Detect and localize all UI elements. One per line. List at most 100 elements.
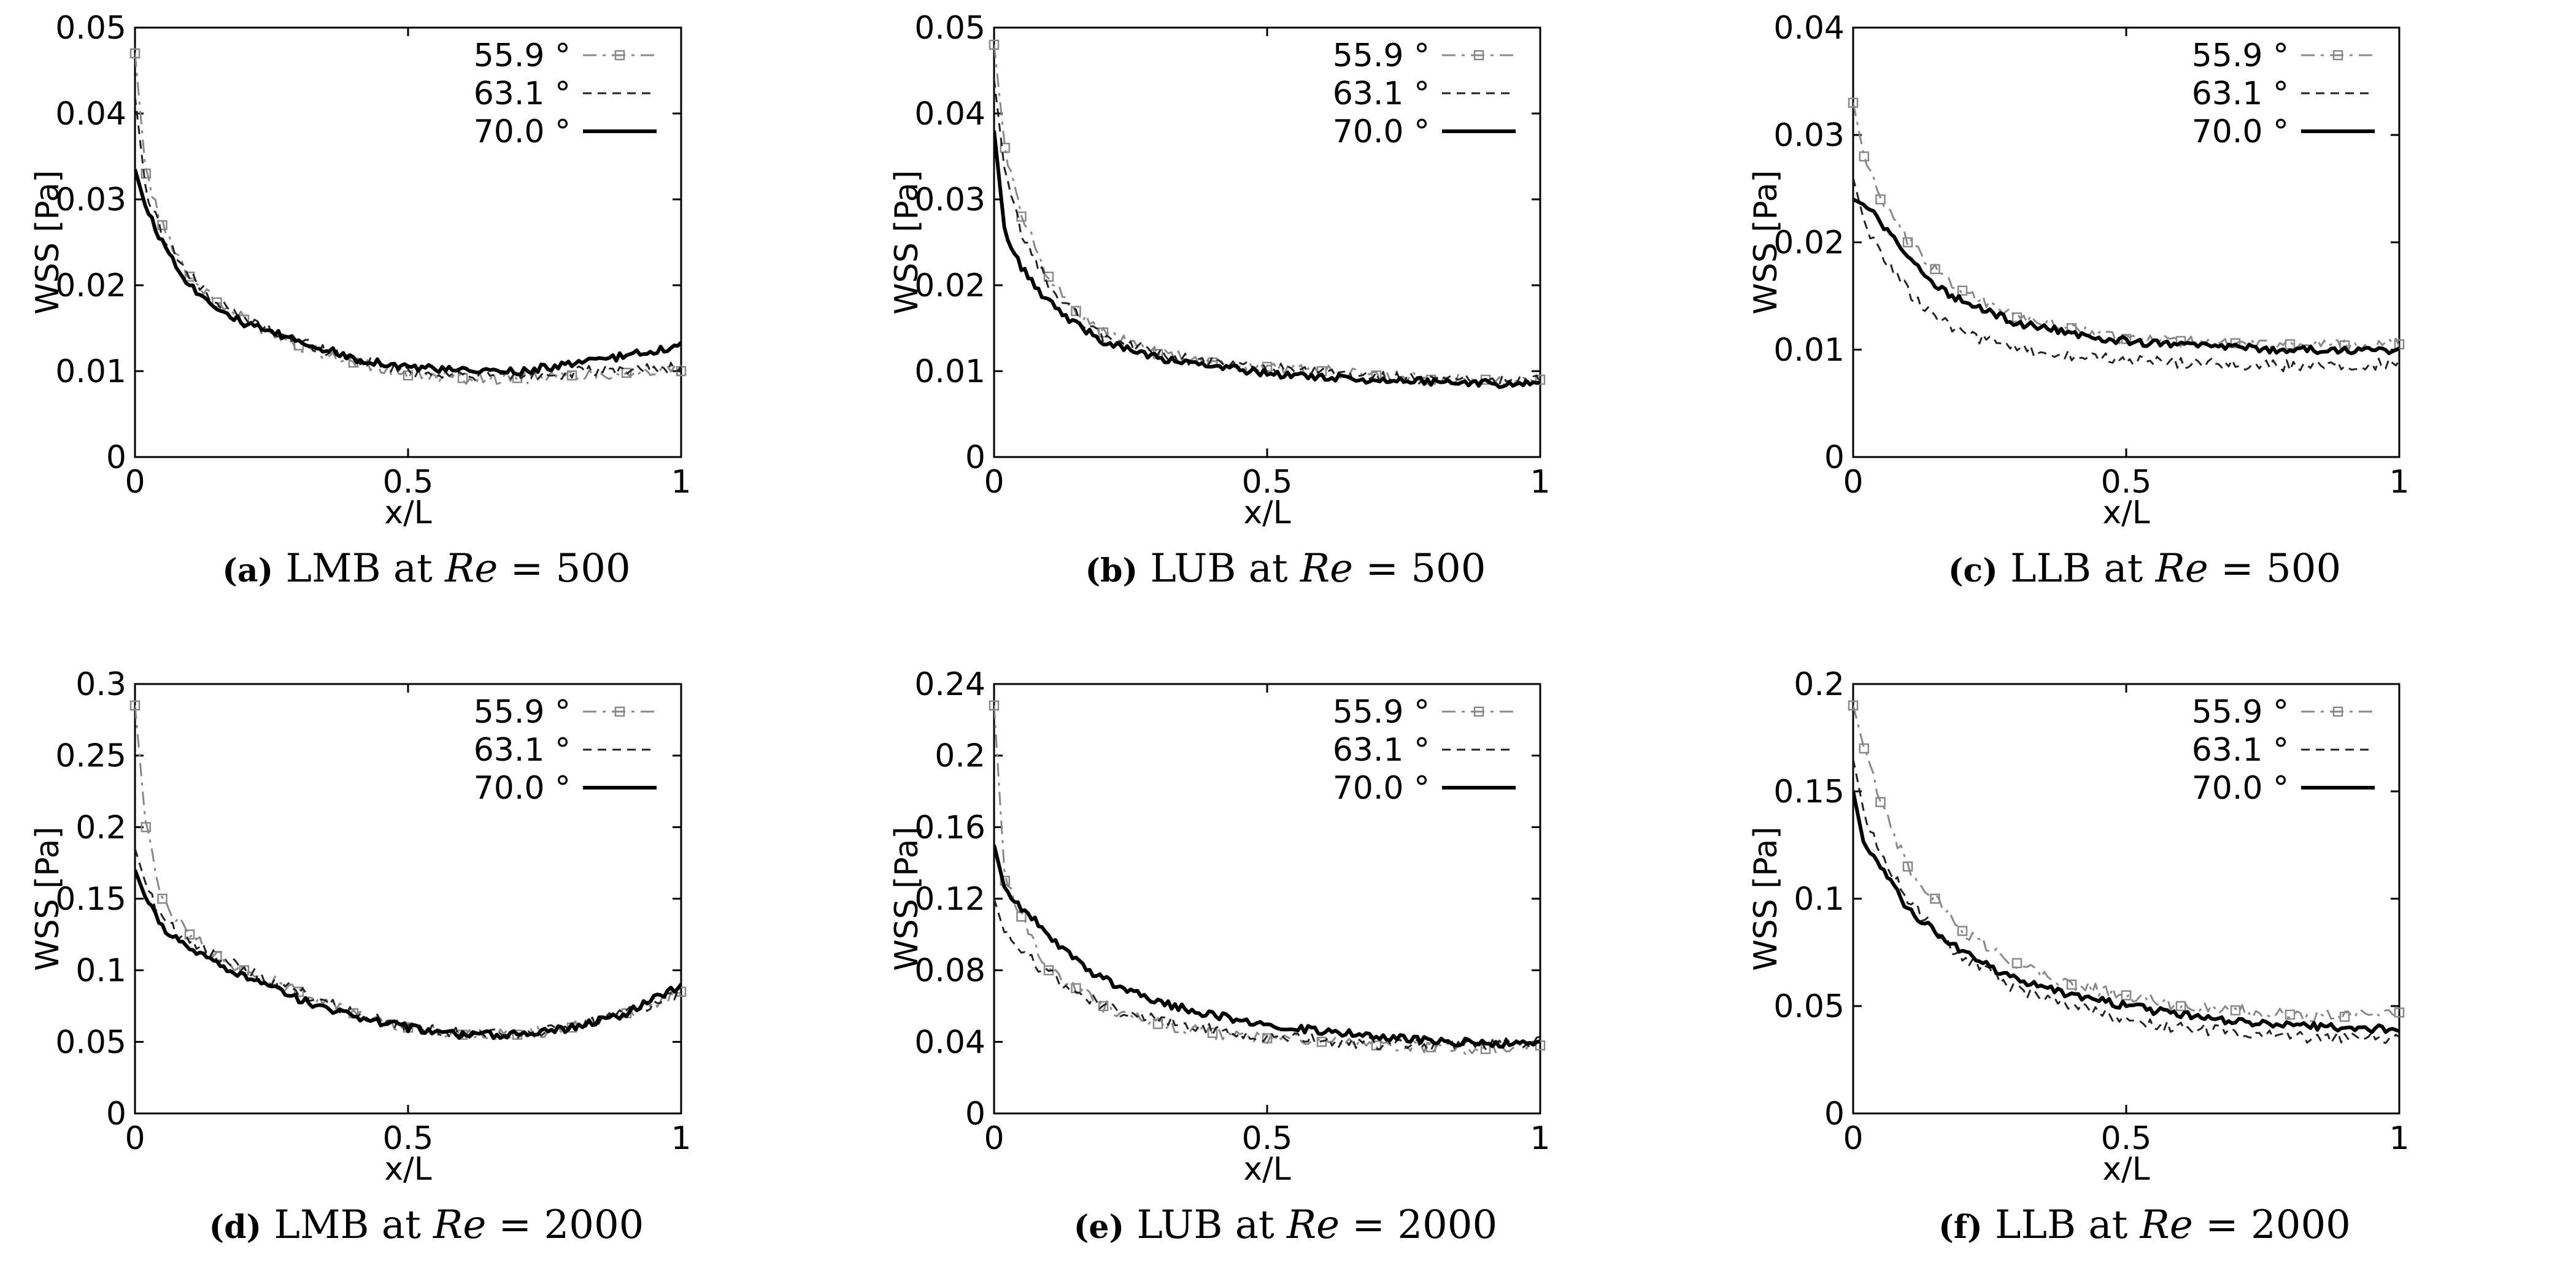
x-tick-label: 1 [2389, 1120, 2409, 1157]
panel-caption: (e) LUB at Re = 2000 [859, 1202, 1712, 1248]
series-marker [1152, 1018, 1163, 1029]
re-symbol: Re [433, 1202, 487, 1248]
y-tick-label: 0.01 [55, 353, 126, 390]
series-marker [1316, 1037, 1327, 1047]
legend-marker [2332, 50, 2343, 61]
x-tick-label: 0 [125, 1120, 145, 1157]
plot-frame [1852, 26, 2401, 458]
y-tick-label: 0.24 [914, 666, 985, 703]
series-marker [403, 370, 414, 381]
chart-svg: 0 0.01 0.02 0.03 0.04 0.05 0 0.5 1 x/L WSS [Pa] 55.… [29, 10, 692, 531]
legend-label: 70.0 ° [2192, 770, 2289, 807]
y-axis-label: WSS [Pa] [29, 170, 66, 314]
series-marker [1930, 893, 1940, 904]
y-tick-label: 0.15 [1773, 774, 1845, 810]
series-marker [2011, 312, 2023, 323]
legend-label: 55.9 ° [2192, 694, 2289, 731]
y-axis-label: WSS [Pa] [889, 170, 925, 314]
series-marker [1902, 861, 1913, 872]
x-tick-label: 0.5 [1242, 1120, 1293, 1157]
y-tick-label: 0.02 [55, 267, 126, 304]
legend-label: 63.1 ° [474, 75, 571, 112]
series-marker [1902, 237, 1913, 248]
panel-label: (c) [1948, 552, 1998, 590]
series-line [994, 44, 1540, 386]
re-value: = 500 [498, 546, 631, 591]
series-line [1853, 177, 2399, 372]
re-symbol: Re [1286, 1202, 1340, 1248]
y-tick-label: 0.03 [55, 182, 126, 218]
panel-caption: (a) LMB at Re = 500 [0, 546, 853, 591]
y-tick-label: 0 [106, 1096, 126, 1132]
x-axis-label: x/L [1243, 1151, 1290, 1188]
legend-label: 63.1 ° [1333, 75, 1430, 112]
plot-frame [993, 683, 1541, 1115]
re-symbol: Re [1300, 546, 1354, 591]
y-tick-label: 0.02 [1773, 225, 1845, 261]
legend-label: 55.9 ° [1333, 694, 1430, 731]
series-marker [1957, 926, 1968, 936]
y-tick-label: 0.04 [55, 96, 126, 133]
chart-panel: 0 0.01 0.02 0.03 0.04 0 0.5 1 x/L WSS [Pa] 55.9 ° 6… [1718, 6, 2571, 620]
series-marker [1098, 327, 1109, 338]
y-tick-label: 0.08 [914, 953, 985, 990]
y-tick-label: 0.04 [914, 1024, 985, 1061]
legend-label: 70.0 ° [2192, 113, 2289, 150]
legend-marker [614, 706, 625, 717]
x-tick-label: 0.5 [383, 1120, 434, 1157]
plot-frame [134, 26, 682, 458]
y-axis-label: WSS [Pa] [889, 826, 925, 970]
y-tick-label: 0.1 [1794, 881, 1845, 918]
series-marker [1930, 264, 1940, 274]
y-tick-label: 0.12 [914, 881, 985, 918]
panel-caption: (f) LLB at Re = 2000 [1718, 1202, 2571, 1248]
series-marker [129, 48, 141, 59]
series-marker [1848, 98, 1859, 108]
series-marker [989, 700, 1000, 711]
chart-svg: 0 0.05 0.1 0.15 0.2 0.25 0.3 0 0.5 1 x/L WSS [Pa] 55… [29, 666, 692, 1188]
re-symbol: Re [445, 546, 498, 591]
re-value: = 500 [1353, 546, 1486, 591]
x-tick-label: 0 [1843, 1120, 1863, 1157]
caption-text: LUB at [1124, 1202, 1287, 1248]
legend-label: 55.9 ° [474, 37, 571, 74]
caption-text: LLB at [1982, 1202, 2140, 1248]
series-marker [621, 367, 632, 379]
x-axis-label: x/L [1243, 494, 1290, 531]
series-marker [566, 370, 577, 381]
series-line [994, 844, 1540, 1049]
legend-marker [614, 50, 625, 61]
chart-panel: 0 0.05 0.1 0.15 0.2 0.25 0.3 0 0.5 1 x/L WSS [Pa] 55… [0, 663, 853, 1276]
series-line [1853, 705, 2399, 1023]
series-marker [1262, 1033, 1273, 1043]
chart-panel: 0 0.01 0.02 0.03 0.04 0.05 0 0.5 1 x/L WSS [Pa] 55.… [859, 6, 1712, 620]
caption-text: LLB at [1997, 546, 2156, 591]
series-line [994, 130, 1540, 390]
chart-panel: 0 0.01 0.02 0.03 0.04 0.05 0 0.5 1 x/L WSS [Pa] 55.… [0, 6, 853, 620]
y-axis-label: WSS [Pa] [29, 826, 66, 970]
legend-label: 63.1 ° [474, 732, 571, 769]
legend-marker [1473, 50, 1484, 61]
legend-label: 70.0 ° [1333, 113, 1430, 150]
panel-caption: (c) LLB at Re = 500 [1718, 546, 2571, 591]
y-tick-label: 0.04 [914, 96, 985, 133]
x-tick-label: 1 [1530, 464, 1550, 501]
series-marker [129, 700, 141, 711]
series-marker [2394, 1007, 2405, 1018]
y-tick-label: 0.05 [55, 1024, 126, 1061]
series-marker [2175, 336, 2186, 347]
legend-label: 55.9 ° [2192, 37, 2289, 74]
panel-caption: (d) LMB at Re = 2000 [0, 1202, 853, 1248]
legend-label: 70.0 ° [1333, 770, 1430, 807]
series-marker [157, 893, 168, 904]
series-line [994, 705, 1540, 1055]
plot-frame [993, 26, 1541, 458]
x-tick-label: 0.5 [383, 464, 434, 501]
series-line [135, 96, 681, 383]
y-tick-label: 0.3 [75, 666, 126, 703]
x-tick-label: 0 [125, 464, 145, 501]
y-tick-label: 0.03 [1773, 117, 1845, 154]
x-tick-label: 0 [984, 1120, 1004, 1157]
x-axis-label: x/L [384, 1151, 431, 1188]
series-line [994, 79, 1540, 387]
